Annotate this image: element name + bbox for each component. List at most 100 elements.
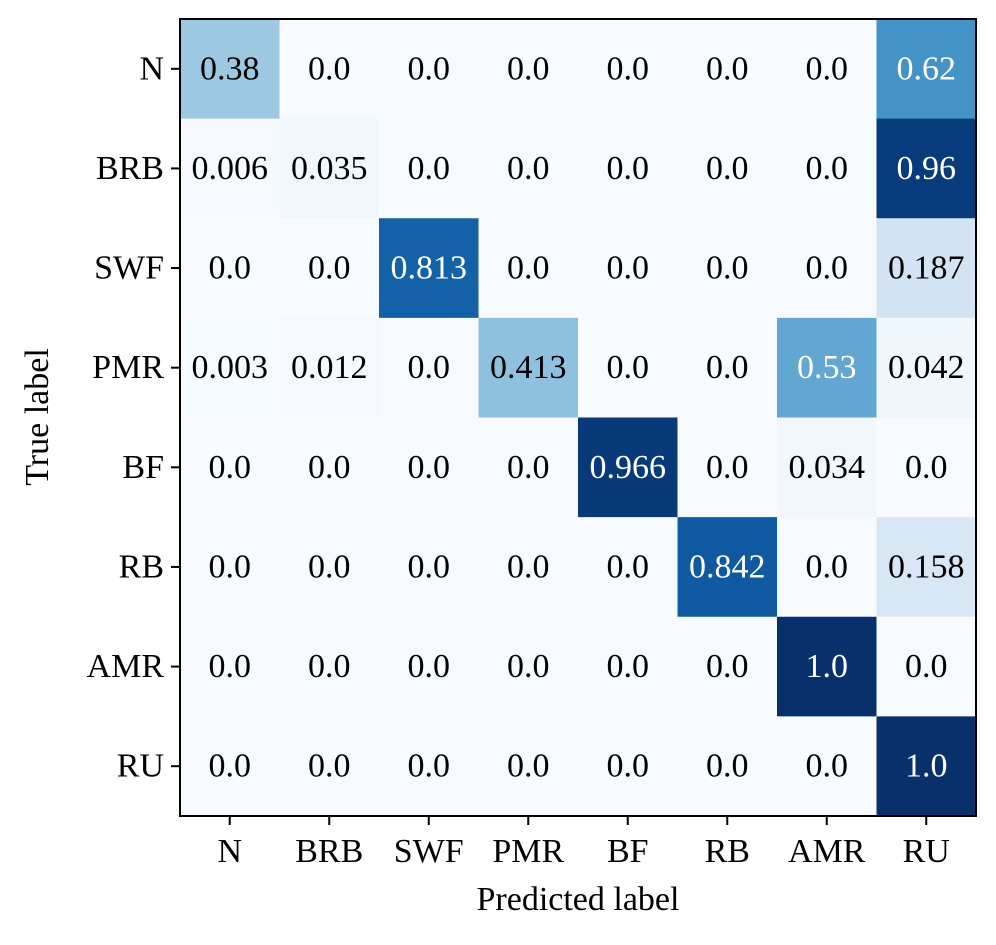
y-tick-label-pmr: PMR — [92, 349, 164, 386]
heatmap-cell-n-swf — [379, 19, 480, 120]
cell-value-label: 0.0 — [806, 548, 849, 585]
cell-value-label: 0.034 — [789, 449, 866, 486]
cell-value-label: 0.0 — [308, 748, 351, 785]
cell-value-label: 0.0 — [806, 250, 849, 287]
heatmap-cell-bf-pmr — [478, 417, 579, 518]
heatmap-cell-pmr-pmr — [478, 317, 579, 419]
cell-value-label: 0.53 — [797, 349, 857, 386]
cell-value-label: 1.0 — [905, 748, 948, 785]
heatmap-cell-swf-brb — [279, 218, 380, 319]
cell-value-label: 0.0 — [607, 150, 650, 187]
x-tick-label-n: N — [217, 833, 242, 870]
cell-value-label: 0.842 — [689, 548, 766, 585]
x-tick-label-rb: RB — [705, 833, 750, 870]
heatmap-cell-ru-swf — [379, 716, 480, 817]
heatmap-cell-ru-ru — [876, 716, 977, 817]
cell-value-label: 0.003 — [192, 349, 269, 386]
y-tick-label-n: N — [139, 50, 164, 87]
cell-value-label: 0.0 — [408, 548, 451, 585]
plot-frame — [179, 18, 977, 817]
cell-value-label: 0.0 — [507, 748, 550, 785]
cell-value-label: 0.0 — [607, 349, 650, 386]
cell-value-label: 0.0 — [308, 250, 351, 287]
heatmap-cell-pmr-bf — [578, 317, 679, 419]
y-tick-label-rb: RB — [119, 548, 164, 585]
cell-value-label: 0.96 — [897, 150, 957, 187]
heatmap-cell-pmr-amr — [777, 317, 878, 419]
heatmap-cell-bf-amr — [777, 417, 878, 518]
cell-value-label: 0.0 — [706, 150, 749, 187]
heatmap-cell-rb-bf — [578, 517, 679, 618]
cell-value-label: 0.0 — [706, 50, 749, 87]
cell-value-label: 0.0 — [507, 648, 550, 685]
heatmap-cell-amr-n — [180, 616, 281, 717]
heatmap-cell-pmr-rb — [677, 317, 778, 419]
heatmap-cell-swf-rb — [677, 218, 778, 319]
cell-value-label: 0.0 — [905, 449, 948, 486]
heatmap-cell-ru-rb — [677, 716, 778, 817]
cell-value-label: 0.0 — [905, 648, 948, 685]
cell-value-label: 0.0 — [507, 250, 550, 287]
heatmap-cell-n-n — [180, 19, 281, 120]
heatmap-cells — [180, 19, 977, 817]
cell-value-label: 0.0 — [507, 50, 550, 87]
cell-value-label: 0.0 — [706, 648, 749, 685]
cell-value-label: 0.0 — [507, 548, 550, 585]
cell-value-label: 0.0 — [706, 250, 749, 287]
heatmap-cell-ru-pmr — [478, 716, 579, 817]
cell-value-label: 0.006 — [192, 150, 269, 187]
heatmap-cell-bf-ru — [876, 417, 977, 518]
cell-value-label: 0.0 — [209, 449, 252, 486]
heatmap-cell-rb-swf — [379, 517, 480, 618]
x-tick-label-swf: SWF — [394, 833, 464, 870]
heatmap-cell-amr-amr — [777, 616, 878, 717]
heatmap-cell-bf-brb — [279, 417, 380, 518]
heatmap-cell-pmr-brb — [279, 317, 380, 419]
cell-value-label: 1.0 — [806, 648, 849, 685]
heatmap-cell-amr-rb — [677, 616, 778, 717]
cell-value-label: 0.0 — [806, 150, 849, 187]
y-axis-label: True label — [19, 348, 56, 486]
heatmap-cell-bf-bf — [578, 417, 679, 518]
heatmap-cell-brb-rb — [677, 118, 778, 219]
heatmap-cell-bf-n — [180, 417, 281, 518]
cell-value-label: 0.38 — [200, 50, 260, 87]
heatmap-cell-pmr-n — [180, 317, 281, 419]
heatmap-cell-amr-ru — [876, 616, 977, 717]
cell-value-label: 0.0 — [806, 50, 849, 87]
cell-value-label: 0.413 — [490, 349, 567, 386]
heatmap-cell-brb-n — [180, 118, 281, 219]
cell-value-label: 0.0 — [308, 648, 351, 685]
heatmap-cell-pmr-swf — [379, 317, 480, 419]
x-tick-label-ru: RU — [903, 833, 950, 870]
y-tick-label-brb: BRB — [96, 150, 164, 187]
cell-value-label: 0.0 — [706, 748, 749, 785]
cell-value-label: 0.0 — [607, 548, 650, 585]
heatmap-cell-bf-rb — [677, 417, 778, 518]
cell-value-label: 0.0 — [408, 50, 451, 87]
heatmap-cell-swf-ru — [876, 218, 977, 319]
heatmap-cell-swf-amr — [777, 218, 878, 319]
heatmap-cell-n-rb — [677, 19, 778, 120]
cell-value-label: 0.813 — [391, 250, 468, 287]
cell-value-label: 0.158 — [888, 548, 965, 585]
heatmap-cell-brb-ru — [876, 118, 977, 219]
heatmap-cell-amr-swf — [379, 616, 480, 717]
axis-tick-labels: N BRB SWF PMR BF RB AMR RU N BRB SWF PMR BF RB AMR RU — [87, 50, 950, 870]
heatmap-cell-amr-pmr — [478, 616, 579, 717]
cell-value-label: 0.0 — [408, 648, 451, 685]
cell-value-label: 0.0 — [209, 548, 252, 585]
cell-value-label: 0.0 — [607, 50, 650, 87]
heatmap-cell-swf-pmr — [478, 218, 579, 319]
x-tick-label-pmr: PMR — [492, 833, 564, 870]
cell-value-label: 0.0 — [308, 50, 351, 87]
heatmap-cell-rb-n — [180, 517, 281, 618]
y-tick-label-amr: AMR — [87, 648, 165, 685]
cell-value-label: 0.0 — [308, 548, 351, 585]
cell-value-label: 0.035 — [291, 150, 368, 187]
cell-value-label: 0.0 — [507, 449, 550, 486]
y-tick-label-ru: RU — [117, 748, 164, 785]
cell-value-labels: 0.38 0.0 0.0 0.0 0.0 0.0 0.0 0.620.006 0.035 0.0 0… — [192, 50, 965, 784]
